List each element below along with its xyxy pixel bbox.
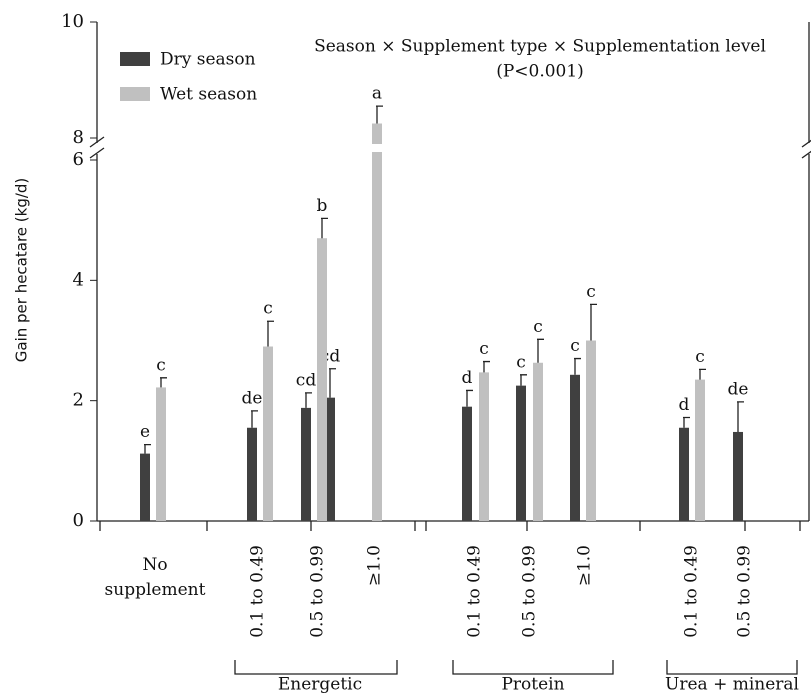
significance-letter: c [156,355,166,375]
legend-label: Wet season [160,85,257,105]
significance-letter: c [263,299,273,319]
significance-letter: cd [296,370,317,390]
error-bar [305,392,312,408]
error-bar [376,105,383,124]
x-tick-label: ≥1.0 [365,545,385,586]
error-bar [737,401,744,432]
error-bar [267,320,274,347]
x-tick-label: 0.5 to 0.99 [308,545,328,638]
bar [156,387,166,521]
bar [372,123,382,521]
bar [533,362,543,521]
legend-label: Dry season [160,50,256,70]
bar [325,397,335,521]
y-tick-label: 8 [73,127,84,148]
significance-letter: e [140,422,150,442]
error-bar [466,389,473,407]
x-tick-label: 0.1 to 0.49 [248,545,268,638]
bar [679,427,689,521]
significance-letter: c [695,347,705,367]
break-gap [371,144,383,152]
significance-letter: b [317,196,328,216]
bar [479,372,489,521]
x-tick-label: No supplement [105,555,206,600]
annotation: (P<0.001) [496,62,584,82]
bar [140,453,150,521]
y-tick-label: 4 [73,269,84,290]
group-label: Urea + mineral [665,675,799,694]
x-tick-label: 0.1 to 0.49 [465,545,485,638]
significance-letter: c [533,317,543,337]
bar [247,427,257,521]
x-tick-label: 0.5 to 0.99 [520,545,540,638]
x-tick-label: ≥1.0 [575,545,595,586]
significance-letter: c [516,352,526,372]
significance-letter: c [586,282,596,302]
bar [516,385,526,521]
significance-letter: a [372,84,382,104]
bar [301,407,311,521]
bar [695,379,705,521]
significance-letter: d [679,395,690,415]
legend-swatch [120,52,150,66]
bar [586,340,596,521]
annotation: Season × Supplement type × Supplementati… [314,37,766,57]
group-label: Protein [501,675,564,694]
error-bar [520,374,527,386]
y-tick-label: 2 [73,390,84,411]
error-bar [144,443,151,454]
y-tick-label: 6 [73,149,84,170]
x-tick-label: 0.5 to 0.99 [735,545,755,638]
error-bar [329,368,336,398]
legend-swatch [120,87,150,101]
y-axis-label: Gain per hecatare (kg/d) [13,178,31,363]
significance-letter: c [479,339,489,359]
error-bar [537,338,544,363]
y-tick-label: 0 [73,510,84,531]
error-bar [574,357,581,375]
group-label: Energetic [278,675,362,694]
bar [570,374,580,521]
y-tick-label: 10 [61,11,84,32]
error-bar [699,368,706,380]
x-tick-label: 0.1 to 0.49 [682,545,702,638]
error-bar [321,217,328,239]
error-bar [483,360,490,373]
significance-letter: de [242,388,263,408]
error-bar [160,377,167,388]
bar [733,431,743,521]
axes [89,22,811,675]
bar [263,346,273,521]
significance-letter: c [570,336,580,356]
error-bar [683,416,690,428]
error-bar [590,303,597,341]
bar [317,238,327,521]
significance-letter: de [728,379,749,399]
bar [462,406,472,521]
significance-letter: d [462,368,473,388]
error-bar [251,410,258,428]
